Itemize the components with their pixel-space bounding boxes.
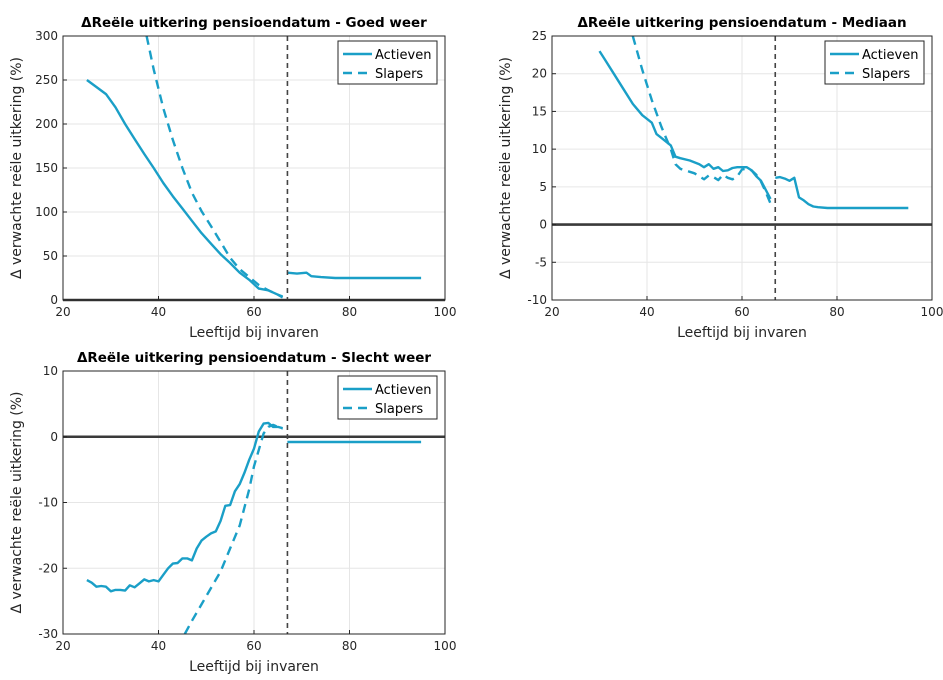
- series-line-actieven: [86, 421, 283, 593]
- x-tick-label: 20: [55, 305, 70, 319]
- y-tick-label: 5: [539, 180, 547, 194]
- legend-label-slapers: Slapers: [375, 402, 423, 417]
- y-tick-label: -30: [38, 627, 58, 641]
- x-tick-label: 40: [151, 305, 166, 319]
- legend: Actieven Slapers: [824, 40, 925, 85]
- x-tick-label: 100: [921, 305, 943, 319]
- y-tick-label: 250: [35, 73, 58, 87]
- y-tick-label: -20: [38, 561, 58, 575]
- legend-label-actieven: Actieven: [862, 48, 918, 63]
- x-tick-label: 60: [246, 305, 261, 319]
- y-tick-label: 0: [50, 293, 58, 307]
- legend-label-slapers: Slapers: [862, 67, 910, 82]
- y-tick-label: 10: [43, 364, 58, 378]
- chart-panel-1: 20 40 60 80 100 0 50 100 150 200 250 300 ΔReële uitk…: [9, 15, 456, 341]
- y-tick-label: 100: [35, 205, 58, 219]
- y-tick-label: 25: [532, 29, 547, 43]
- chart-panel-2: 20 40 60 80 100 -10 -5 0 5 10 15 20 25 ΔReële uitkeri…: [498, 15, 943, 341]
- legend: Actieven Slapers: [337, 40, 438, 85]
- chart-panel-3: 20 40 60 80 100 -30 -20 -10 0 10 ΔReële uitkering …: [9, 350, 456, 675]
- series-line-slapers: [183, 423, 284, 634]
- series-line-slapers: [145, 36, 284, 299]
- series-line-actieven: [86, 79, 284, 298]
- legend: Actieven Slapers: [337, 375, 438, 420]
- y-tick-label: 300: [35, 29, 58, 43]
- legend-label-slapers: Slapers: [375, 67, 423, 82]
- y-tick-label: 0: [539, 218, 547, 232]
- x-tick-label: 80: [829, 305, 844, 319]
- y-tick-label: 10: [532, 142, 547, 156]
- y-tick-label: -10: [527, 293, 547, 307]
- x-tick-label: 20: [55, 639, 70, 653]
- y-tick-label: 15: [532, 104, 547, 118]
- legend-label-actieven: Actieven: [375, 48, 431, 63]
- legend-box: [337, 40, 438, 85]
- x-tick-label: 80: [342, 305, 357, 319]
- x-tick-label: 100: [434, 639, 457, 653]
- legend-label-actieven: Actieven: [375, 383, 431, 398]
- y-tick-label: -5: [535, 255, 547, 269]
- series-line-slapers: [631, 36, 772, 204]
- y-tick-label: 200: [35, 117, 58, 131]
- x-tick-label: 100: [434, 305, 457, 319]
- x-tick-label: 40: [151, 639, 166, 653]
- chart-title: ΔReële uitkering pensioendatum - Goed we…: [81, 15, 427, 31]
- y-axis-label: Δ verwachte reële uitkering (%): [9, 57, 25, 279]
- x-axis-label: Leeftijd bij invaren: [189, 659, 319, 675]
- legend-box: [824, 40, 925, 85]
- x-tick-label: 40: [639, 305, 654, 319]
- y-tick-label: 150: [35, 161, 58, 175]
- y-axis-label: Δ verwachte reële uitkering (%): [498, 57, 514, 279]
- chart-title: ΔReële uitkering pensioendatum - Mediaan: [577, 15, 906, 31]
- y-axis-label: Δ verwachte reële uitkering (%): [9, 391, 25, 613]
- y-tick-label: 20: [532, 67, 547, 81]
- series-line-actieven: [598, 50, 772, 200]
- x-tick-label: 60: [734, 305, 749, 319]
- y-tick-label: 0: [50, 430, 58, 444]
- x-tick-label: 60: [246, 639, 261, 653]
- x-axis-label: Leeftijd bij invaren: [189, 325, 319, 341]
- x-tick-label: 20: [544, 305, 559, 319]
- y-tick-label: 50: [43, 249, 58, 263]
- x-tick-label: 80: [342, 639, 357, 653]
- legend-box: [337, 375, 438, 420]
- series-line-actieven: [287, 271, 422, 280]
- y-tick-label: -10: [38, 496, 58, 510]
- series-line-actieven: [775, 175, 909, 210]
- x-axis-label: Leeftijd bij invaren: [677, 325, 807, 341]
- chart-title: ΔReële uitkering pensioendatum - Slecht …: [77, 350, 431, 366]
